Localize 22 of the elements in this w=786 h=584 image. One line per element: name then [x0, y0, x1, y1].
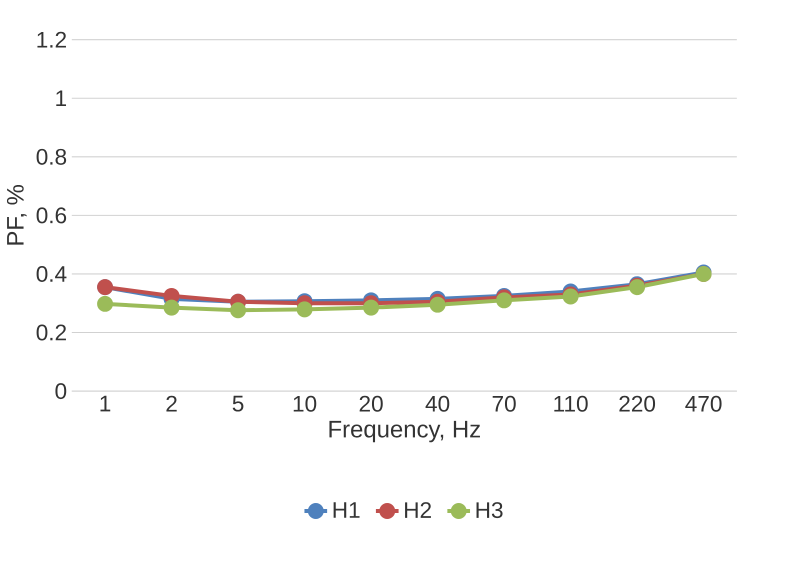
y-tick-label: 1.2 — [37, 32, 66, 48]
x-tick-label: 70 — [492, 396, 516, 412]
y-axis-title: PF, % — [6, 185, 27, 245]
legend-label: H3 — [476, 502, 503, 518]
x-tick-label: 470 — [685, 396, 722, 412]
y-tick-label: 0 — [55, 383, 66, 400]
y-tick-label: 0.8 — [36, 148, 66, 165]
x-axis-title: Frequency, Hz — [329, 420, 480, 442]
x-tick-label: 110 — [554, 396, 588, 412]
y-tick-label: 1 — [56, 90, 66, 106]
y-tick-label: 0.2 — [36, 324, 66, 341]
x-tick-label: 20 — [360, 396, 383, 412]
y-tick-label: 0.4 — [36, 266, 66, 282]
x-tick-label: 10 — [294, 396, 316, 412]
y-tick-label: 0.6 — [36, 207, 66, 224]
legend-label: H1 — [334, 502, 360, 518]
x-tick-label: 40 — [426, 396, 450, 412]
x-tick-label: 1 — [100, 396, 110, 412]
x-tick-label: 220 — [619, 396, 656, 412]
x-tick-label: 5 — [232, 396, 244, 412]
legend-label: H2 — [405, 502, 431, 518]
x-tick-label: 2 — [166, 396, 177, 412]
